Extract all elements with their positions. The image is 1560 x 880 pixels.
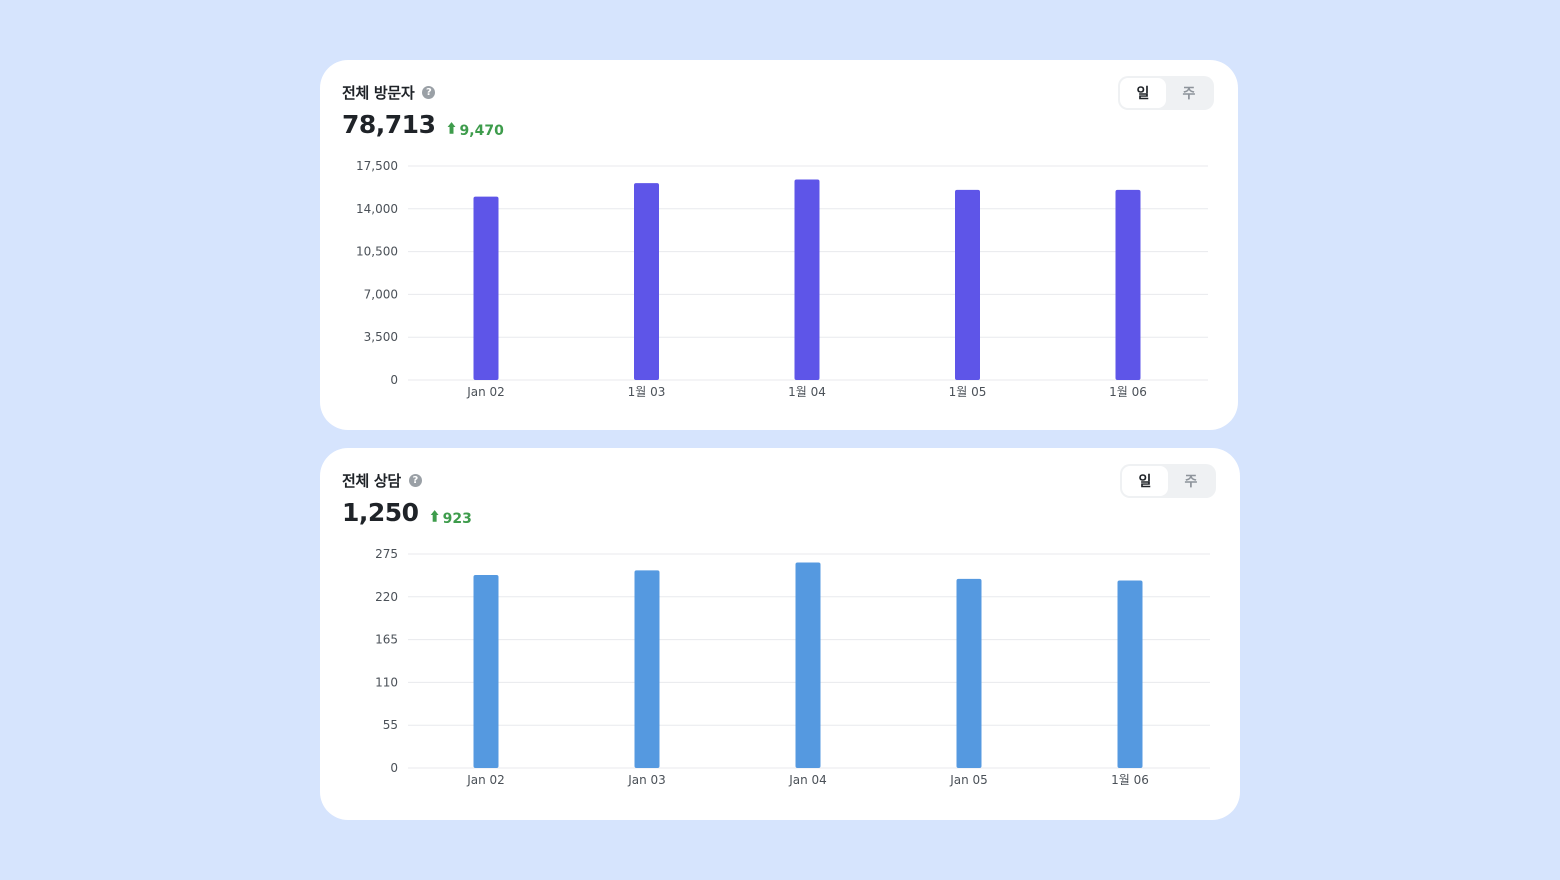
help-icon[interactable]: ? (408, 474, 422, 487)
x-tick-label: Jan 02 (466, 773, 505, 787)
visitors-bar[interactable] (955, 189, 980, 380)
visitors-title: 전체 방문자 (342, 84, 415, 102)
y-tick-label: 0 (390, 373, 398, 387)
y-tick-label: 14,000 (356, 202, 398, 216)
consult-title: 전체 상담 (342, 472, 401, 490)
visitors-bar[interactable] (634, 183, 659, 380)
consult-total: 1,250 (342, 498, 419, 527)
visitors-delta: 🠱 9,470 (447, 120, 503, 141)
visitors-total: 78,713 (342, 110, 436, 139)
toggle-week[interactable]: 주 (1184, 474, 1198, 490)
help-icon[interactable]: ? (422, 86, 436, 99)
visitors-bar[interactable] (1115, 189, 1141, 380)
consult-period-toggle: 일 주 (1120, 464, 1216, 498)
y-tick-label: 0 (390, 761, 398, 775)
visitors-bar[interactable] (794, 179, 820, 380)
y-tick-label: 17,500 (356, 159, 398, 173)
y-tick-label: 7,000 (364, 287, 398, 301)
x-tick-label: 1월 06 (1109, 385, 1147, 399)
consult-bar[interactable] (634, 570, 660, 768)
y-tick-label: 275 (375, 547, 398, 561)
toggle-day[interactable]: 일 (1122, 466, 1168, 496)
arrow-up-icon: 🠱 (447, 122, 456, 136)
x-tick-label: 1월 04 (788, 385, 826, 399)
consult-bar-chart: 0 55 110 165 220 275 Jan 02 Jan 03 Jan 04 Jan 05 1… (375, 547, 1210, 787)
visitors-card: 전체 방문자 ? 78,713 🠱 9,470 일 주 0 3,500 7,000 1… (320, 60, 1238, 430)
consult-bar[interactable] (473, 575, 499, 768)
y-tick-label: 55 (383, 718, 398, 732)
x-tick-label: Jan 05 (949, 773, 988, 787)
y-tick-label: 165 (375, 633, 398, 647)
visitors-title-row: 전체 방문자 ? (342, 82, 436, 103)
consult-title-row: 전체 상담 ? (342, 470, 422, 491)
visitors-bar[interactable] (473, 196, 499, 380)
consult-delta: 🠱 923 (431, 508, 472, 529)
x-tick-label: 1월 03 (628, 385, 666, 399)
arrow-up-icon: 🠱 (430, 510, 439, 524)
consult-card: 전체 상담 ? 1,250 🠱 923 일 주 0 55 110 165 220 275 J… (320, 448, 1240, 820)
y-tick-label: 10,500 (356, 245, 398, 259)
visitors-value-row: 78,713 🠱 9,470 (342, 110, 504, 141)
y-tick-label: 220 (375, 590, 398, 604)
x-tick-label: 1월 05 (949, 385, 987, 399)
visitors-period-toggle: 일 주 (1118, 76, 1214, 110)
consult-bar[interactable] (1117, 580, 1143, 768)
y-tick-label: 110 (375, 675, 398, 689)
consult-value-row: 1,250 🠱 923 (342, 498, 472, 529)
toggle-week[interactable]: 주 (1182, 86, 1196, 102)
consult-delta-value: 923 (442, 510, 472, 527)
x-tick-label: Jan 02 (466, 385, 505, 399)
x-tick-label: Jan 04 (788, 773, 827, 787)
toggle-day[interactable]: 일 (1120, 78, 1166, 108)
x-tick-label: 1월 06 (1111, 773, 1149, 787)
x-tick-label: Jan 03 (627, 773, 666, 787)
visitors-delta-value: 9,470 (459, 122, 504, 139)
consult-bar[interactable] (795, 562, 821, 768)
y-tick-label: 3,500 (364, 330, 398, 344)
consult-bar[interactable] (956, 578, 982, 768)
visitors-bar-chart: 0 3,500 7,000 10,500 14,000 17,500 Jan 02 1월 03… (356, 159, 1208, 399)
